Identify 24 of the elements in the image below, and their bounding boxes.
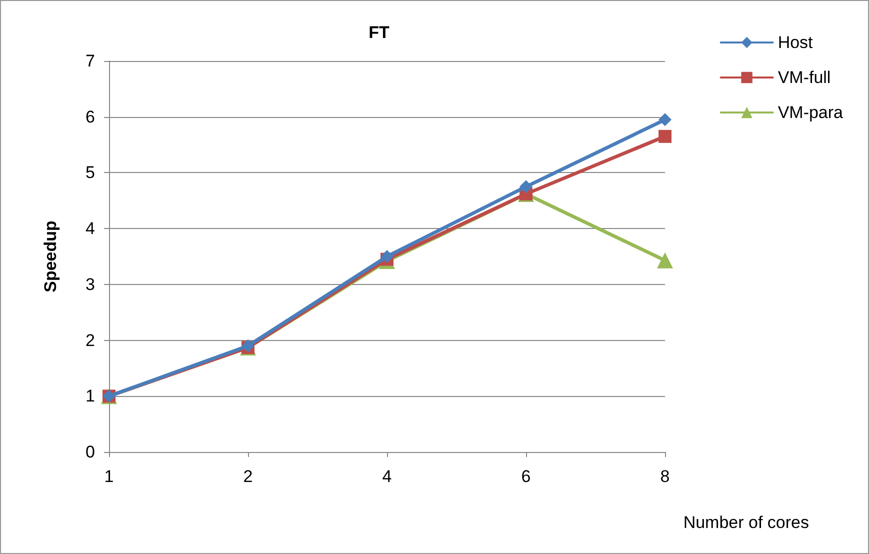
x-tick-label: 2	[243, 467, 253, 486]
y-tick-label: 1	[86, 386, 95, 406]
point	[657, 252, 673, 268]
y-tick-label: 7	[86, 52, 95, 70]
y-tick-label: 3	[86, 274, 95, 294]
point	[520, 180, 532, 194]
y-tick-label: 4	[86, 219, 95, 238]
chart-title: FT	[368, 23, 390, 42]
x-tick-label: 1	[104, 467, 114, 486]
point	[658, 130, 672, 143]
legend-label: VM-para	[778, 103, 844, 122]
x-axis-title: Number of cores	[683, 513, 809, 532]
y-tick-label: 5	[86, 163, 95, 182]
y-axis-title: Speedup	[41, 220, 60, 292]
x-tick-label: 8	[660, 467, 670, 486]
point	[380, 250, 394, 263]
point	[658, 113, 672, 126]
legend-label: Host	[778, 33, 814, 52]
x-tick-label: 6	[521, 467, 531, 486]
y-tick-label: 2	[86, 330, 95, 350]
legend-label: VM-full	[778, 68, 831, 87]
y-tick-label: 6	[86, 107, 95, 126]
y-tick-label: 0	[86, 442, 95, 462]
x-tick-label: 4	[382, 467, 392, 486]
